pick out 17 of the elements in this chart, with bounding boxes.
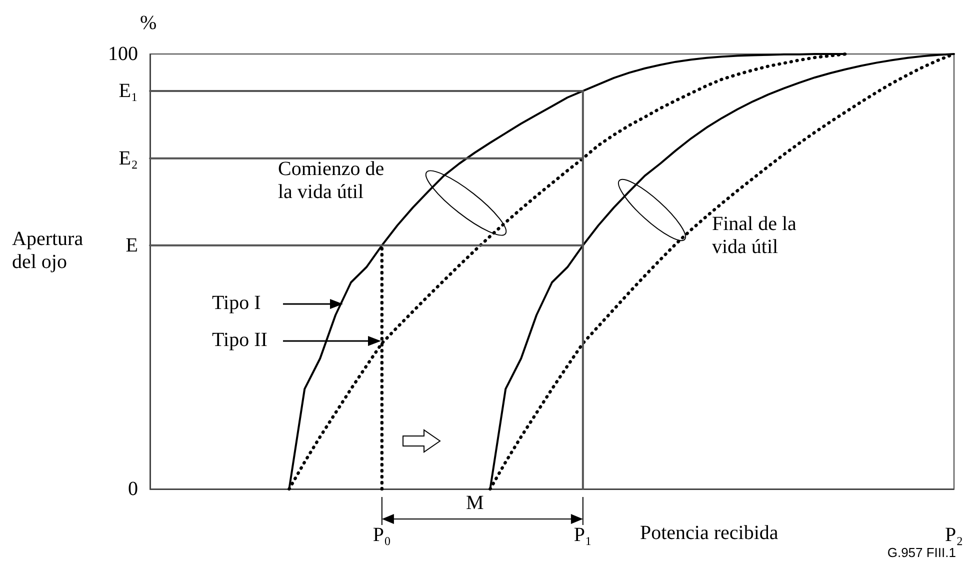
x-tick-label: P₀ [372, 524, 391, 546]
annotation: Final de la vida útil [712, 213, 798, 259]
y-tick-label: E₂ [118, 147, 138, 170]
text: G.957 FIII.1 [886, 545, 956, 561]
annotation: Comienzo de la vida útil [278, 158, 386, 204]
x-tick-label: P₂ [944, 524, 964, 546]
y-tick-label: 0 [128, 478, 138, 500]
y-tick-label: E [126, 234, 138, 256]
x-axis-title: Potencia recibida [640, 522, 778, 545]
annotation: Tipo I [212, 292, 261, 315]
y-axis-title: Apertura del ojo [12, 228, 84, 274]
y-tick-label: 100 [108, 43, 138, 65]
annotation: Tipo II [212, 329, 268, 352]
y-tick-label: E₁ [118, 80, 138, 102]
text: % [140, 12, 157, 35]
text: M [466, 492, 484, 515]
x-tick-label: P₁ [574, 524, 592, 546]
